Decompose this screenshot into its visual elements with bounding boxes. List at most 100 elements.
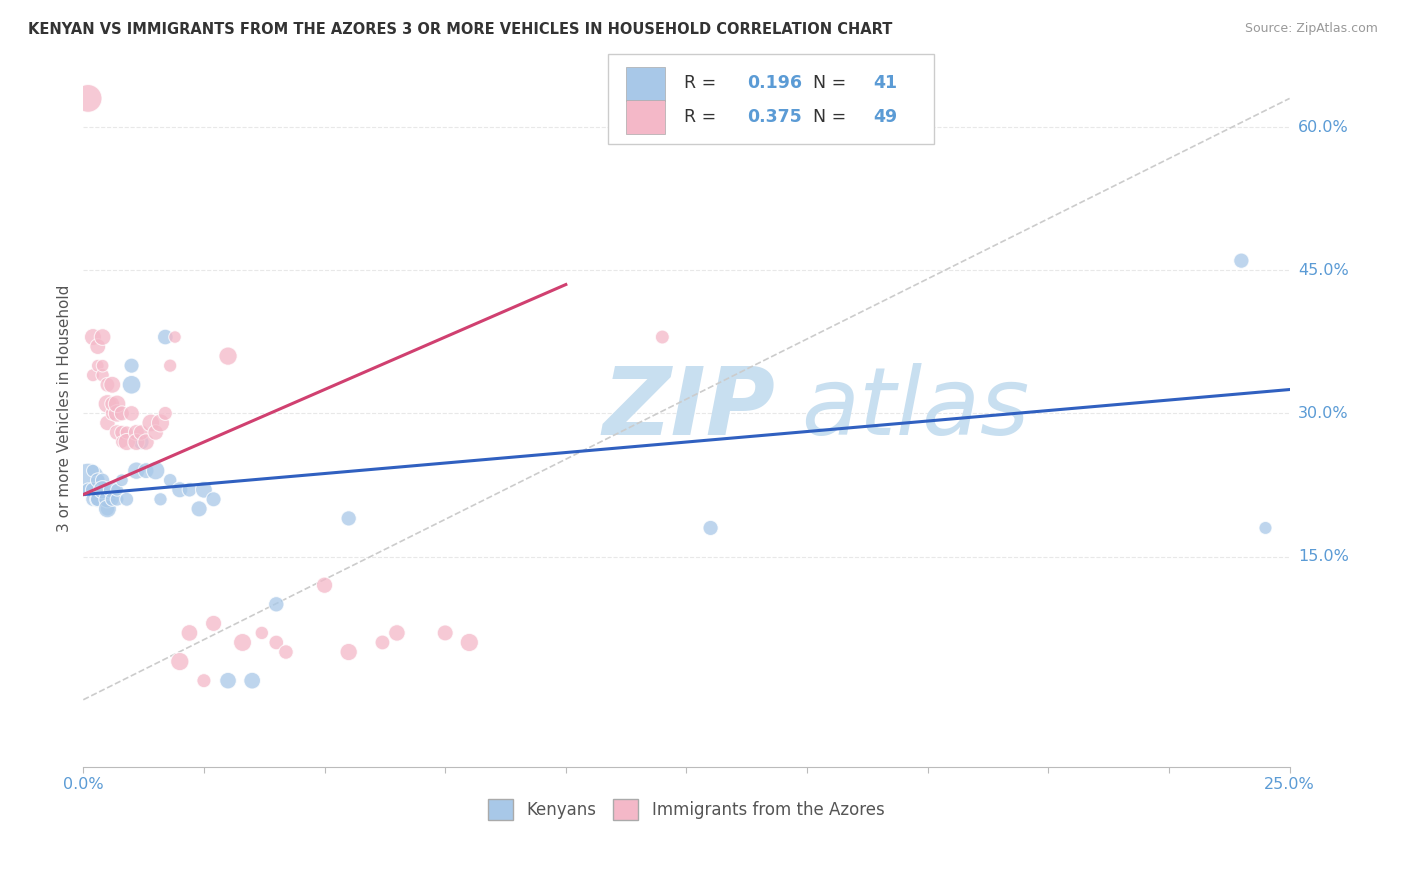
Point: [699, 521, 721, 535]
Text: 0.375: 0.375: [747, 108, 801, 126]
Point: [159, 473, 181, 487]
Text: KENYAN VS IMMIGRANTS FROM THE AZORES 3 OR MORE VEHICLES IN HOUSEHOLD CORRELATION: KENYAN VS IMMIGRANTS FROM THE AZORES 3 O…: [28, 22, 893, 37]
Text: 41: 41: [873, 73, 897, 92]
Point: [121, 377, 143, 392]
Point: [145, 464, 167, 478]
Point: [87, 492, 110, 507]
Point: [105, 397, 128, 411]
Point: [163, 330, 186, 344]
Point: [91, 359, 114, 373]
Point: [129, 425, 152, 440]
Point: [91, 368, 114, 383]
Text: 45.0%: 45.0%: [1298, 263, 1348, 277]
Point: [91, 330, 114, 344]
Point: [96, 492, 118, 507]
Point: [434, 626, 457, 640]
Point: [115, 425, 138, 440]
Text: 30.0%: 30.0%: [1298, 406, 1348, 421]
Point: [274, 645, 297, 659]
Text: R =: R =: [685, 73, 721, 92]
Point: [149, 492, 172, 507]
Point: [135, 435, 157, 450]
Text: 49: 49: [873, 108, 897, 126]
Text: N =: N =: [813, 108, 852, 126]
Text: Source: ZipAtlas.com: Source: ZipAtlas.com: [1244, 22, 1378, 36]
Point: [179, 626, 201, 640]
Point: [231, 635, 253, 649]
Point: [105, 492, 128, 507]
Point: [155, 330, 177, 344]
Point: [101, 377, 124, 392]
Point: [91, 473, 114, 487]
Point: [82, 368, 104, 383]
Point: [458, 635, 481, 649]
Point: [266, 597, 288, 611]
Point: [125, 425, 148, 440]
Point: [250, 626, 273, 640]
Text: atlas: atlas: [801, 363, 1029, 454]
Point: [87, 340, 110, 354]
Point: [266, 635, 288, 649]
Point: [159, 359, 181, 373]
Point: [96, 501, 118, 516]
Text: 60.0%: 60.0%: [1298, 120, 1348, 135]
Point: [188, 501, 211, 516]
Point: [125, 464, 148, 478]
Point: [371, 635, 394, 649]
Point: [105, 483, 128, 497]
Point: [105, 406, 128, 420]
Point: [169, 483, 191, 497]
Point: [101, 397, 124, 411]
Point: [77, 473, 100, 487]
Point: [202, 616, 225, 631]
Point: [314, 578, 336, 592]
Point: [101, 483, 124, 497]
Point: [111, 473, 134, 487]
Point: [96, 377, 118, 392]
Text: ZIP: ZIP: [602, 363, 775, 455]
Point: [193, 483, 215, 497]
Point: [82, 464, 104, 478]
Point: [91, 483, 114, 497]
Point: [77, 91, 100, 105]
Text: N =: N =: [813, 73, 852, 92]
Point: [169, 655, 191, 669]
Point: [1254, 521, 1277, 535]
Point: [115, 492, 138, 507]
Point: [115, 435, 138, 450]
Point: [101, 406, 124, 420]
Point: [651, 330, 673, 344]
Point: [1230, 253, 1253, 268]
Point: [155, 406, 177, 420]
Bar: [626, 100, 665, 135]
Point: [202, 492, 225, 507]
Point: [121, 359, 143, 373]
Point: [337, 645, 360, 659]
Point: [193, 673, 215, 688]
Point: [145, 425, 167, 440]
Point: [96, 416, 118, 430]
Point: [105, 425, 128, 440]
Point: [91, 483, 114, 497]
Point: [129, 435, 152, 450]
Point: [96, 501, 118, 516]
Text: R =: R =: [685, 108, 721, 126]
Text: 0.196: 0.196: [747, 73, 801, 92]
Bar: [626, 67, 665, 102]
Point: [77, 483, 100, 497]
Point: [217, 673, 239, 688]
Y-axis label: 3 or more Vehicles in Household: 3 or more Vehicles in Household: [58, 285, 72, 533]
Point: [111, 406, 134, 420]
Point: [240, 673, 263, 688]
Point: [217, 349, 239, 363]
Point: [82, 492, 104, 507]
Point: [96, 397, 118, 411]
Point: [111, 435, 134, 450]
FancyBboxPatch shape: [607, 54, 934, 144]
Point: [121, 406, 143, 420]
Point: [337, 511, 360, 525]
Point: [111, 425, 134, 440]
Point: [179, 483, 201, 497]
Point: [82, 483, 104, 497]
Point: [149, 416, 172, 430]
